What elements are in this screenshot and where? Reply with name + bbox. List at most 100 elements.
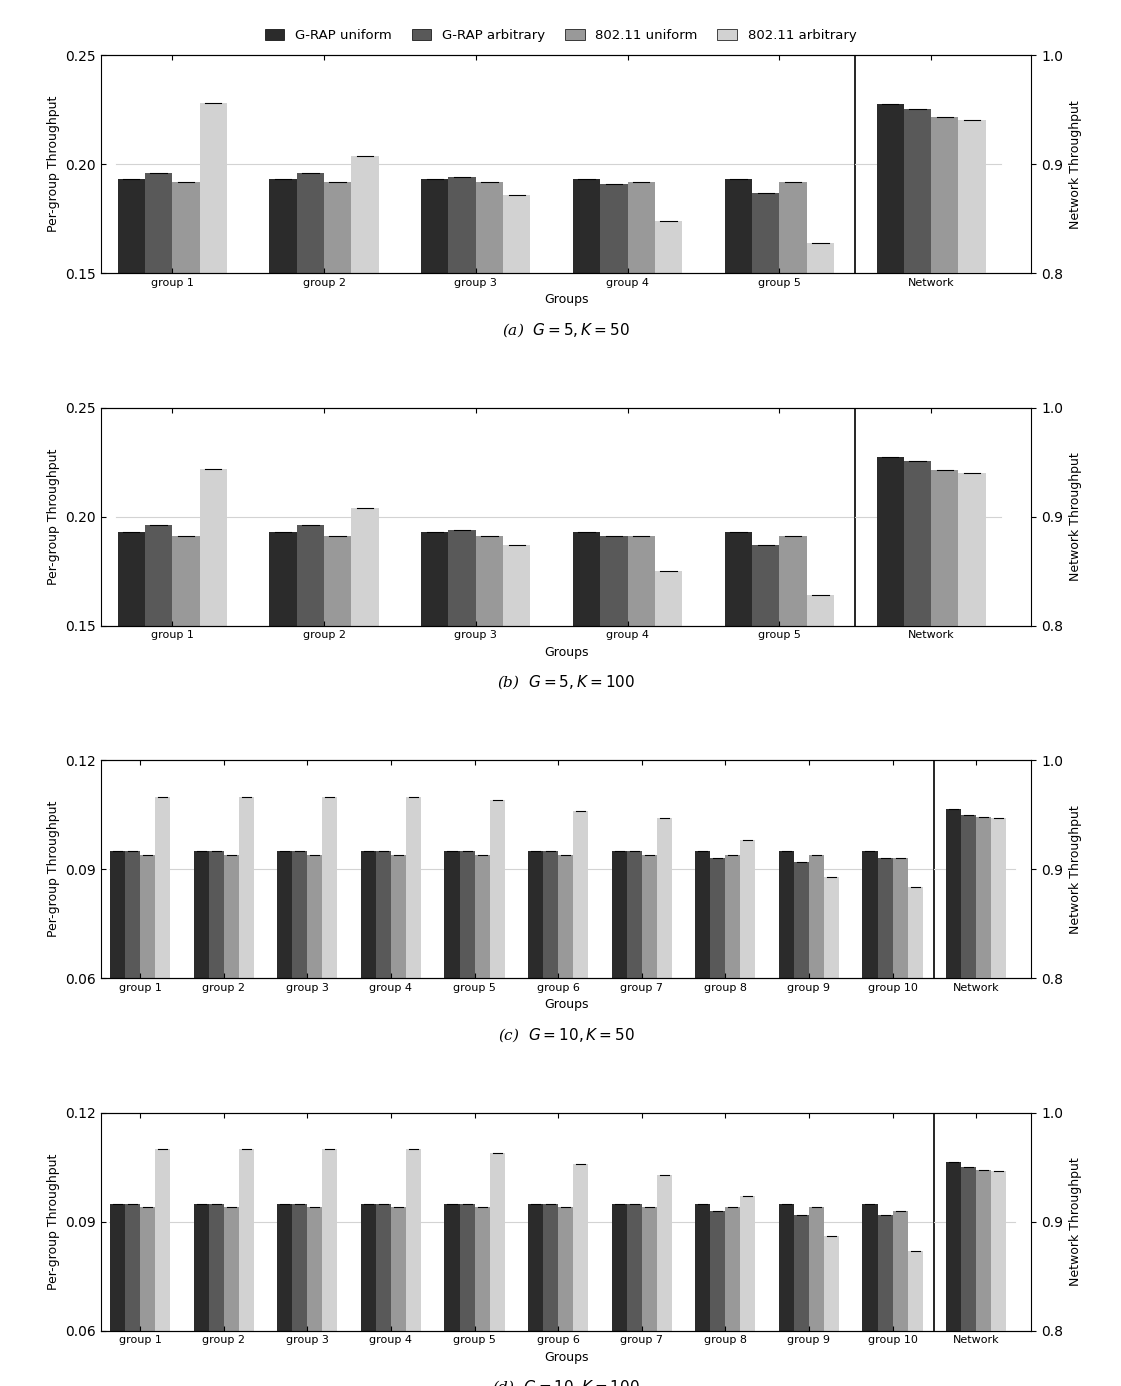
Bar — [612, 1203, 627, 1386]
Bar — [573, 811, 589, 1196]
Bar — [958, 119, 985, 1143]
Bar — [695, 1203, 711, 1386]
Bar — [421, 532, 448, 952]
Bar — [140, 1207, 155, 1386]
Bar — [110, 1203, 126, 1386]
Bar — [194, 851, 209, 1196]
Bar — [809, 855, 824, 1196]
Bar — [444, 851, 460, 1196]
Bar — [490, 800, 504, 1196]
Bar — [448, 529, 475, 952]
Bar — [600, 184, 628, 599]
Bar — [324, 536, 351, 952]
Bar — [573, 532, 600, 952]
Bar — [376, 851, 391, 1196]
Bar — [752, 193, 779, 599]
Bar — [573, 1164, 589, 1386]
Bar — [628, 536, 655, 952]
Bar — [904, 462, 932, 1386]
Bar — [140, 855, 155, 1196]
Bar — [752, 545, 779, 952]
Bar — [627, 1203, 641, 1386]
Bar — [224, 1207, 239, 1386]
Bar — [528, 1203, 543, 1386]
Bar — [200, 104, 226, 599]
Bar — [641, 855, 657, 1196]
Bar — [490, 1153, 504, 1386]
Bar — [877, 457, 904, 1386]
Bar — [324, 182, 351, 599]
Bar — [627, 851, 641, 1196]
Text: (b)  $G=5, K=100$: (b) $G=5, K=100$ — [497, 674, 636, 692]
Bar — [740, 1196, 756, 1386]
Bar — [323, 797, 337, 1196]
Bar — [657, 1174, 671, 1386]
Bar — [269, 532, 297, 952]
Bar — [173, 182, 200, 599]
Bar — [779, 851, 794, 1196]
Bar — [293, 1203, 307, 1386]
Bar — [277, 1203, 293, 1386]
Bar — [724, 532, 752, 952]
Bar — [361, 851, 376, 1196]
Text: (c)  $G=10, K=50$: (c) $G=10, K=50$ — [498, 1026, 634, 1044]
Y-axis label: Per-group Throughput: Per-group Throughput — [47, 449, 59, 585]
Bar — [991, 818, 1007, 1386]
Bar — [528, 851, 543, 1196]
Text: (d)  $G=10, K=100$: (d) $G=10, K=100$ — [492, 1379, 640, 1386]
Bar — [361, 1203, 376, 1386]
Bar — [641, 1207, 657, 1386]
Bar — [503, 545, 530, 952]
Bar — [724, 179, 752, 599]
Bar — [391, 1207, 406, 1386]
X-axis label: Groups: Groups — [544, 1351, 589, 1364]
Bar — [173, 536, 200, 952]
Y-axis label: Network Throughput: Network Throughput — [1068, 452, 1082, 581]
Bar — [239, 797, 253, 1196]
Bar — [655, 220, 683, 599]
Bar — [892, 858, 908, 1196]
Bar — [118, 532, 145, 952]
Bar — [809, 1207, 824, 1386]
Bar — [421, 179, 448, 599]
Bar — [628, 182, 655, 599]
Y-axis label: Per-group Throughput: Per-group Throughput — [47, 1153, 59, 1290]
Bar — [961, 815, 976, 1386]
Bar — [877, 104, 904, 1143]
Bar — [145, 173, 173, 599]
Bar — [110, 851, 126, 1196]
Bar — [946, 1161, 961, 1386]
Bar — [155, 1149, 170, 1386]
Bar — [779, 1203, 794, 1386]
Bar — [558, 855, 573, 1196]
Bar — [932, 118, 958, 1143]
Bar — [376, 1203, 391, 1386]
X-axis label: Groups: Groups — [544, 998, 589, 1012]
Bar — [878, 1214, 892, 1386]
Bar — [862, 851, 878, 1196]
Bar — [194, 1203, 209, 1386]
Bar — [474, 1207, 490, 1386]
Bar — [503, 194, 530, 599]
Bar — [807, 243, 834, 599]
Bar — [277, 851, 293, 1196]
Bar — [444, 1203, 460, 1386]
Bar — [908, 887, 923, 1196]
Bar — [946, 809, 961, 1386]
Y-axis label: Network Throughput: Network Throughput — [1068, 1157, 1082, 1286]
Bar — [475, 536, 503, 952]
Bar — [612, 851, 627, 1196]
Bar — [711, 1211, 725, 1386]
Bar — [725, 1207, 740, 1386]
Bar — [297, 525, 324, 952]
Bar — [991, 1171, 1007, 1386]
Bar — [779, 536, 807, 952]
Bar — [600, 536, 628, 952]
Bar — [878, 858, 892, 1196]
Bar — [824, 1236, 839, 1386]
Bar — [209, 1203, 224, 1386]
Bar — [460, 1203, 474, 1386]
Bar — [908, 1250, 923, 1386]
Bar — [794, 1214, 809, 1386]
Bar — [779, 182, 807, 599]
